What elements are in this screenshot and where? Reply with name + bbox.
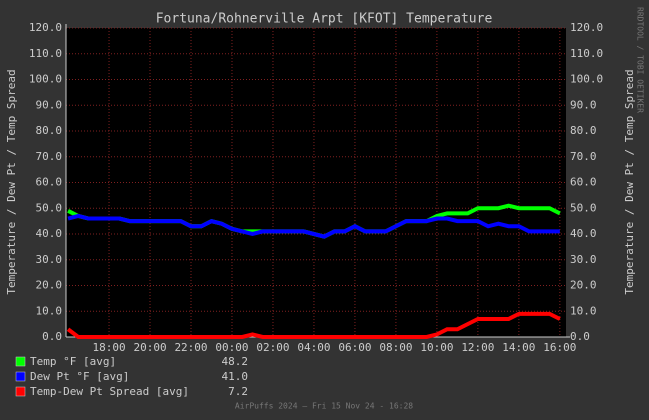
legend-label: Temp °F [avg]: [30, 355, 116, 368]
chart-title: Fortuna/Rohnerville Arpt [KFOT] Temperat…: [156, 12, 493, 27]
legend-label: Temp-Dew Pt Spread [avg]: [30, 385, 189, 398]
series-line: [67, 213, 560, 239]
x-tick-label: 18:00: [92, 341, 125, 354]
footer: AirPuffs 2024 — Fri 15 Nov 24 - 16:28: [235, 402, 413, 411]
y-tick-label-right: 120.0: [570, 21, 603, 34]
x-tick-label: 00:00: [215, 341, 248, 354]
x-tick-label: 20:00: [133, 341, 166, 354]
y-tick-label: 120.0: [29, 21, 62, 34]
y-tick-label-right: 110.0: [570, 47, 603, 60]
y-tick-label: 60.0: [36, 176, 63, 189]
x-tick-label: 16:00: [543, 341, 576, 354]
x-tick-label: 22:00: [174, 341, 207, 354]
x-tick-label: 14:00: [502, 341, 535, 354]
x-tick-label: 10:00: [420, 341, 453, 354]
y-tick-label-right: 50.0: [570, 201, 597, 214]
y-axis-label: Temperature / Dew Pt / Temp Spread: [5, 69, 18, 294]
y-tick-label: 30.0: [36, 253, 63, 266]
x-tick-label: 12:00: [461, 341, 494, 354]
x-tick-label: 06:00: [338, 341, 371, 354]
y-tick-label: 50.0: [36, 201, 63, 214]
legend-label: Dew Pt °F [avg]: [30, 370, 129, 383]
legend-swatch: [15, 356, 26, 367]
y-tick-label-right: 60.0: [570, 176, 597, 189]
y-tick-label: 70.0: [36, 150, 63, 163]
y-tick-label: 0.0: [42, 330, 62, 343]
x-tick-label: 08:00: [379, 341, 412, 354]
y-tick-label-right: 30.0: [570, 253, 597, 266]
y-tick-label-right: 70.0: [570, 150, 597, 163]
y-tick-label: 10.0: [36, 304, 63, 317]
y-tick-label-right: 40.0: [570, 227, 597, 240]
x-tick-label: 04:00: [297, 341, 330, 354]
y-tick-label-right: 20.0: [570, 279, 597, 292]
legend-value: 7.2: [228, 385, 248, 398]
legend-value: 48.2: [222, 355, 249, 368]
y-tick-label: 110.0: [29, 47, 62, 60]
side-text: RRDTOOL / TOBI OETIKER: [636, 7, 645, 113]
y-tick-label: 40.0: [36, 227, 63, 240]
y-tick-label-right: 10.0: [570, 304, 597, 317]
y-tick-label-right: 100.0: [570, 73, 603, 86]
y-tick-label-right: 90.0: [570, 98, 597, 111]
y-tick-label: 20.0: [36, 279, 63, 292]
legend-swatch: [15, 386, 26, 397]
y-axis-label-right: Temperature / Dew Pt / Temp Spread: [623, 69, 636, 294]
y-tick-label-right: 80.0: [570, 124, 597, 137]
y-tick-label-right: 0.0: [570, 330, 590, 343]
y-tick-label: 100.0: [29, 73, 62, 86]
series-line: [66, 311, 561, 339]
legend-value: 41.0: [222, 370, 249, 383]
y-tick-label: 90.0: [36, 98, 63, 111]
y-tick-label: 80.0: [36, 124, 63, 137]
x-tick-label: 02:00: [256, 341, 289, 354]
legend-swatch: [15, 371, 26, 382]
